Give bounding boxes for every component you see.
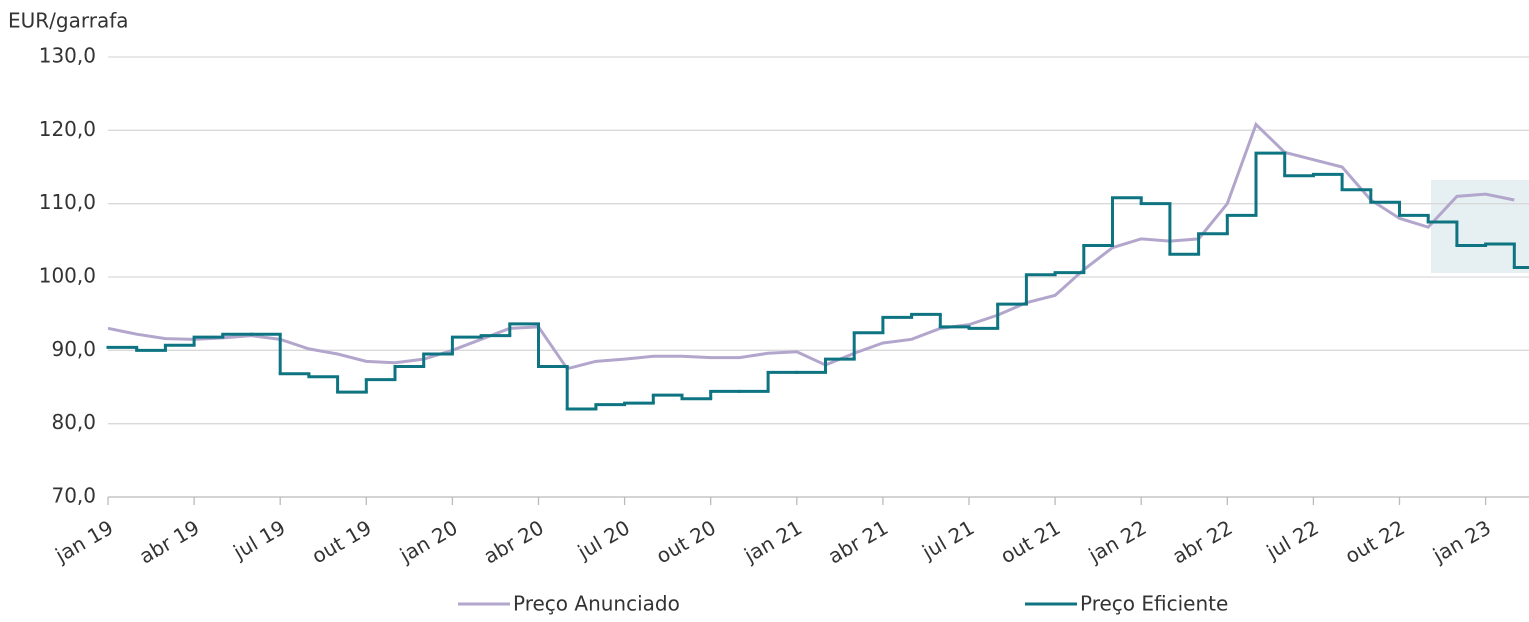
y-tick-label: 100,0 [39, 264, 96, 288]
y-axis-label: EUR/garrafa [8, 9, 129, 33]
y-tick-label: 110,0 [39, 190, 96, 214]
x-tick-label: jan 22 [1084, 515, 1151, 567]
y-tick-label: 130,0 [39, 44, 96, 68]
x-tick-label: jul 21 [917, 515, 978, 564]
x-tick-label: abr 21 [824, 515, 892, 568]
x-tick-label: out 22 [1341, 515, 1409, 568]
x-tick-label: jul 20 [573, 515, 634, 564]
x-tick-label: out 19 [308, 515, 376, 568]
x-tick-label: jan 20 [395, 515, 462, 567]
x-tick-label: jan 21 [739, 515, 806, 567]
x-tick-label: jul 19 [228, 515, 289, 564]
x-tick-label: abr 22 [1168, 515, 1236, 568]
legend-label: Preço Eficiente [1080, 592, 1228, 616]
x-tick-label: jan 23 [1428, 515, 1495, 567]
x-tick-label: out 20 [652, 515, 720, 568]
y-tick-label: 90,0 [51, 337, 96, 361]
y-tick-label: 80,0 [51, 410, 96, 434]
x-tick-label: out 21 [996, 515, 1064, 568]
y-tick-label: 70,0 [51, 484, 96, 508]
y-tick-label: 120,0 [39, 117, 96, 141]
line-series [107, 121, 1515, 371]
legend-label: Preço Anunciado [513, 592, 680, 616]
x-tick-label: jul 22 [1262, 515, 1323, 564]
x-tick-label: abr 20 [479, 515, 547, 568]
x-tick-label: jan 19 [50, 515, 117, 567]
x-tick-label: abr 19 [135, 515, 203, 568]
